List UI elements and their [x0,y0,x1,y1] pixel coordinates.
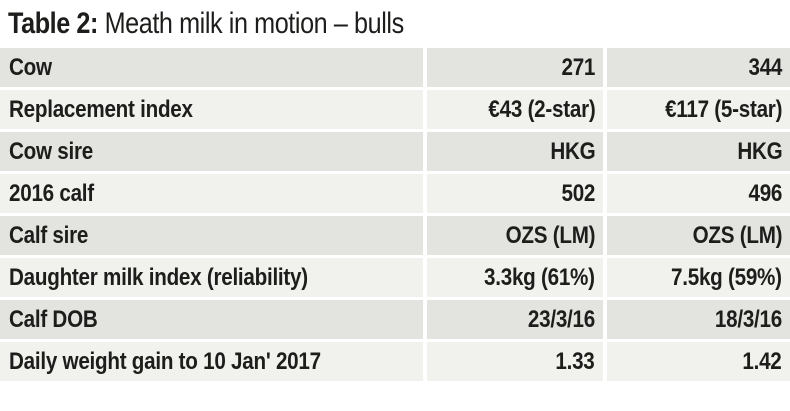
row-label-text: 2016 calf [9,179,94,207]
row-value-cell-2: 7.5kg (59%) [607,258,790,297]
row-value-cell-2: OZS (LM) [607,216,790,255]
row-value-cell-1: 23/3/16 [427,300,603,339]
row-label-text: Daily weight gain to 10 Jan' 2017 [9,347,321,375]
table-row: 2016 calf 502 496 [0,174,790,213]
row-value-cell-1: 1.33 [427,342,603,381]
row-value-text-2: 496 [748,179,782,207]
row-label-text: Calf DOB [9,305,98,333]
row-label-text: Cow [9,53,52,81]
row-label-cell: Daily weight gain to 10 Jan' 2017 [0,342,423,381]
row-value-text-1: 3.3kg (61%) [484,263,595,291]
table-title-caption: Meath milk in motion – bulls [97,7,405,40]
row-label-cell: Daughter milk index (reliability) [0,258,423,297]
row-value-text-2: OZS (LM) [692,221,782,249]
table-title-prefix: Table 2: [8,7,98,40]
row-value-text-2: 344 [748,53,782,81]
row-label-text: Replacement index [9,95,193,123]
row-value-text-1: 1.33 [555,347,595,375]
table-row: Cow sire HKG HKG [0,132,790,171]
row-label-cell: Cow [0,48,423,87]
table-row: Replacement index €43 (2-star) €117 (5-s… [0,90,790,129]
table-row: Daily weight gain to 10 Jan' 2017 1.33 1… [0,342,790,381]
row-label-cell: Replacement index [0,90,423,129]
row-value-text-1: OZS (LM) [505,221,595,249]
row-value-cell-2: 344 [607,48,790,87]
row-value-cell-1: 3.3kg (61%) [427,258,603,297]
row-label-cell: Calf sire [0,216,423,255]
row-value-cell-1: OZS (LM) [427,216,603,255]
row-label-text: Daughter milk index (reliability) [9,263,308,291]
table-title: Table 2: Meath milk in motion – bulls [0,0,790,41]
row-label-cell: Calf DOB [0,300,423,339]
row-value-text-1: €43 (2-star) [487,95,595,123]
row-value-text-2: HKG [736,137,782,165]
table-row: Cow 271 344 [0,48,790,87]
row-value-text-2: 1.42 [742,347,782,375]
row-value-text-1: 502 [561,179,595,207]
data-table: Cow 271 344 Replacement index €43 (2-sta… [0,48,790,384]
row-value-cell-2: HKG [607,132,790,171]
row-label-cell: Cow sire [0,132,423,171]
row-value-cell-2: 1.42 [607,342,790,381]
table-row: Daughter milk index (reliability) 3.3kg … [0,258,790,297]
row-value-cell-2: 18/3/16 [607,300,790,339]
row-value-text-1: HKG [549,137,595,165]
row-value-text-2: 7.5kg (59%) [671,263,782,291]
row-value-cell-2: 496 [607,174,790,213]
row-value-text-1: 23/3/16 [527,305,595,333]
row-label-cell: 2016 calf [0,174,423,213]
row-value-text-2: €117 (5-star) [664,95,782,123]
row-value-cell-1: 502 [427,174,603,213]
table-title-text-wrap: Table 2: Meath milk in motion – bulls [8,7,404,41]
row-value-cell-1: HKG [427,132,603,171]
row-value-cell-1: €43 (2-star) [427,90,603,129]
table-row: Calf DOB 23/3/16 18/3/16 [0,300,790,339]
row-label-text: Calf sire [9,221,89,249]
row-value-cell-1: 271 [427,48,603,87]
row-value-text-1: 271 [561,53,595,81]
row-value-text-2: 18/3/16 [714,305,782,333]
table-row: Calf sire OZS (LM) OZS (LM) [0,216,790,255]
row-label-text: Cow sire [9,137,93,165]
row-value-cell-2: €117 (5-star) [607,90,790,129]
